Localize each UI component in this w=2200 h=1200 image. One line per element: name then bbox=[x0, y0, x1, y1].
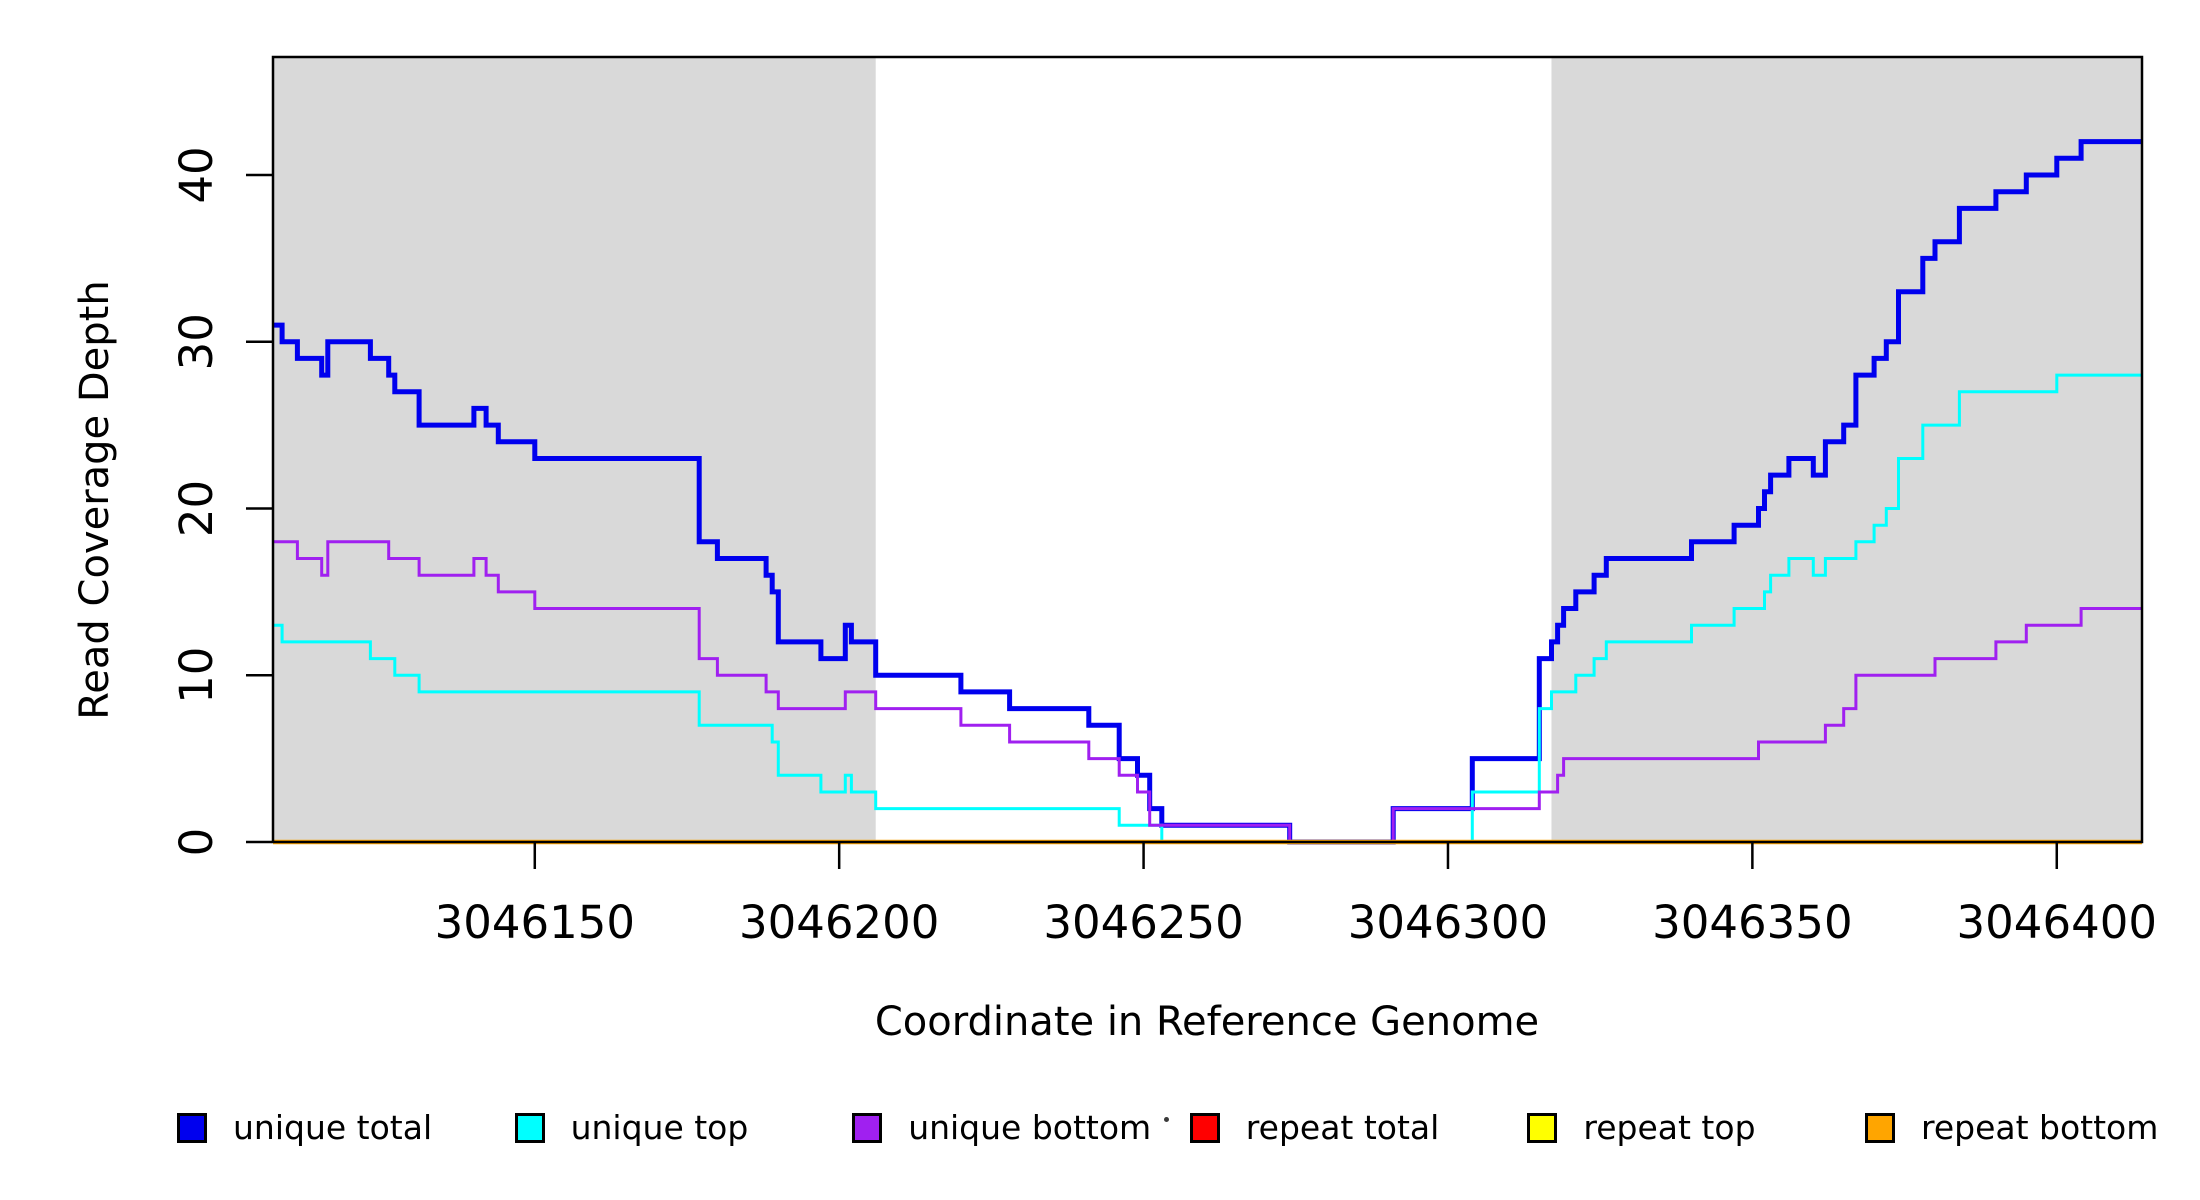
legend-swatch-repeat-total bbox=[1189, 1112, 1220, 1143]
y-tick-label: 0 bbox=[170, 828, 223, 857]
plot-border bbox=[271, 55, 2144, 844]
legend-item-repeat-bottom: repeat bottom bbox=[1865, 1108, 2158, 1147]
x-tick-label: 3046250 bbox=[1043, 896, 1243, 949]
legend-swatch-unique-bottom bbox=[852, 1112, 883, 1143]
x-axis-tick-labels: 3046150 3046200 3046250 3046300 3046350 30464… bbox=[435, 896, 2157, 949]
legend-item-unique-total: unique total bbox=[177, 1108, 432, 1147]
x-axis-ticks bbox=[533, 843, 2059, 869]
y-tick-label: 20 bbox=[170, 480, 223, 537]
shaded-repeat-regions bbox=[273, 57, 2142, 842]
series-line-unique-bottom bbox=[273, 540, 2142, 844]
stray-dot-artifact bbox=[1164, 1117, 1169, 1122]
legend-label: unique top bbox=[570, 1108, 749, 1147]
x-tick-label: 3046350 bbox=[1652, 896, 1852, 949]
legend-item-repeat-top: repeat top bbox=[1527, 1108, 1756, 1147]
x-tick-label: 3046200 bbox=[739, 896, 939, 949]
legend-item-unique-top: unique top bbox=[514, 1108, 749, 1147]
legend-item-unique-bottom: unique bottom bbox=[852, 1108, 1151, 1147]
x-axis-title: Coordinate in Reference Genome bbox=[875, 999, 1539, 1045]
legend-label: unique total bbox=[233, 1108, 433, 1147]
legend-label: repeat top bbox=[1583, 1108, 1756, 1147]
legend-label: repeat bottom bbox=[1921, 1108, 2159, 1147]
y-axis-tick-labels: 0 10 20 30 40 bbox=[170, 146, 223, 856]
legend-item-repeat-total: repeat total bbox=[1189, 1108, 1440, 1147]
shaded-band bbox=[273, 57, 876, 842]
y-axis-ticks bbox=[246, 173, 272, 844]
legend-swatch-unique-total bbox=[177, 1112, 207, 1143]
series-line-unique-top bbox=[273, 373, 2142, 844]
legend-label: unique bottom bbox=[908, 1108, 1152, 1147]
legend: unique total unique top unique bottom repea… bbox=[0, 1108, 2200, 1156]
legend-swatch-unique-top bbox=[514, 1112, 545, 1143]
x-tick-label: 3046400 bbox=[1957, 896, 2157, 949]
x-tick-label: 3046300 bbox=[1348, 896, 1548, 949]
y-tick-label: 10 bbox=[170, 647, 223, 704]
shaded-band bbox=[1551, 57, 2142, 842]
legend-swatch-repeat-bottom bbox=[1865, 1112, 1895, 1143]
legend-swatch-repeat-top bbox=[1527, 1112, 1558, 1143]
y-axis-title: Read Coverage Depth bbox=[72, 280, 118, 719]
legend-label: repeat total bbox=[1245, 1108, 1440, 1147]
y-tick-label: 40 bbox=[170, 146, 223, 203]
y-tick-label: 30 bbox=[170, 313, 223, 370]
x-tick-label: 3046150 bbox=[435, 896, 635, 949]
